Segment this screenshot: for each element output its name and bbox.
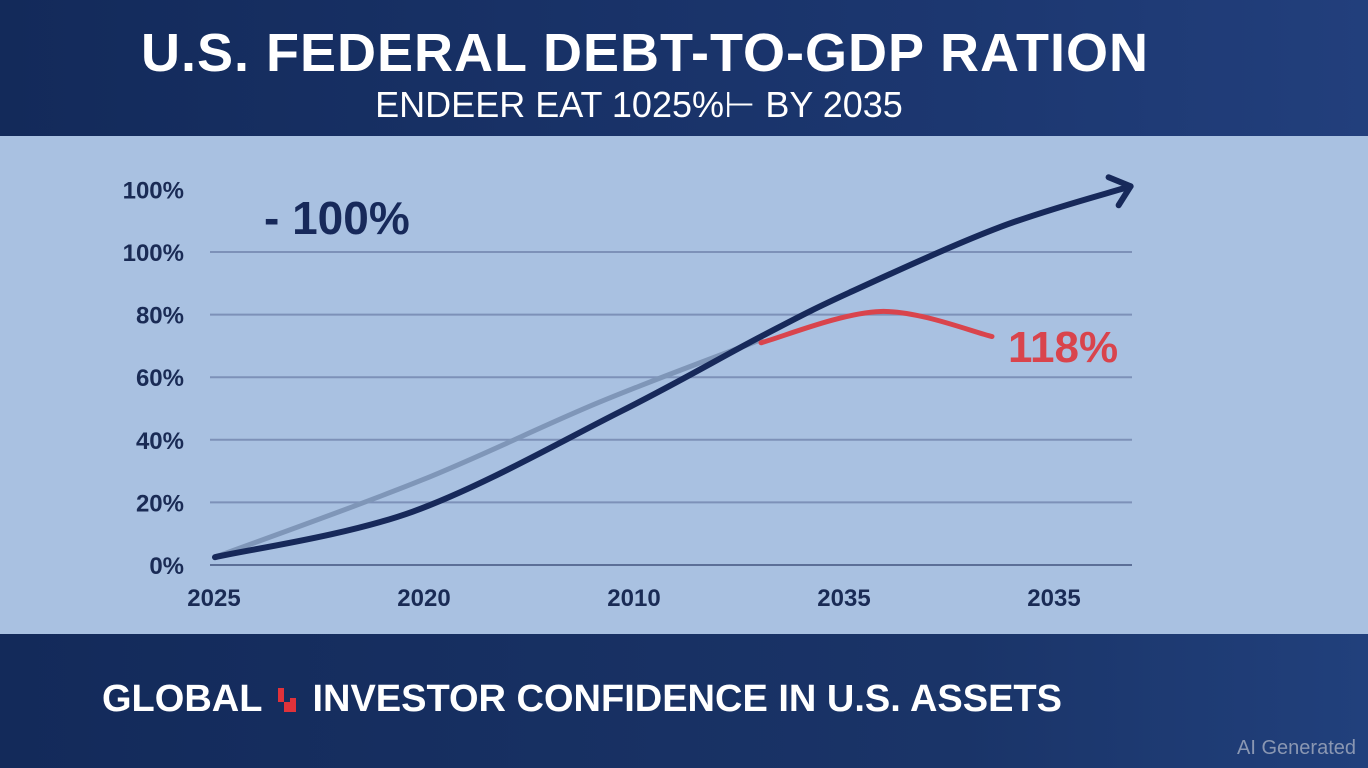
x-tick-label: 2025 [187, 585, 240, 612]
footer: GLOBAL INVESTOR CONFIDENCE IN U.S. ASSET… [0, 634, 1368, 768]
arrowhead-icon [1105, 174, 1134, 209]
y-tick-label: 100% [123, 240, 184, 267]
x-tick-label: 2020 [397, 585, 450, 612]
y-tick-label: 60% [136, 365, 184, 392]
footer-text-global: GLOBAL [102, 678, 263, 720]
x-tick-label: 2035 [817, 585, 870, 612]
annotation-100: - 100% [264, 192, 410, 244]
y-tick-label: 0% [149, 553, 184, 580]
page-title: U.S. FEDERAL DEBT-TO-GDP RATION [140, 23, 1150, 83]
x-tick-label: 2010 [607, 585, 660, 612]
footer-text: INVESTOR CONFIDENCE IN U.S. ASSETS [312, 678, 1062, 720]
page-subtitle: ENDEER EAT 1025%⊢ BY 2035 [375, 84, 903, 125]
watermark: AI Generated [1237, 737, 1356, 759]
y-tick-label: 40% [136, 428, 184, 455]
header: U.S. FEDERAL DEBT-TO-GDP RATION ENDEER E… [0, 0, 1368, 136]
red-step-arrow-icon [276, 686, 298, 714]
annotation-118: 118% [1008, 323, 1118, 372]
series-line-red [758, 308, 995, 346]
y-tick-label: 20% [136, 490, 184, 517]
series-line-grey [212, 337, 764, 560]
y-tick-label: 80% [136, 303, 184, 330]
x-tick-label: 2035 [1027, 585, 1080, 612]
y-tick-label: 100% [123, 177, 184, 204]
series-line-dark [212, 183, 1134, 561]
